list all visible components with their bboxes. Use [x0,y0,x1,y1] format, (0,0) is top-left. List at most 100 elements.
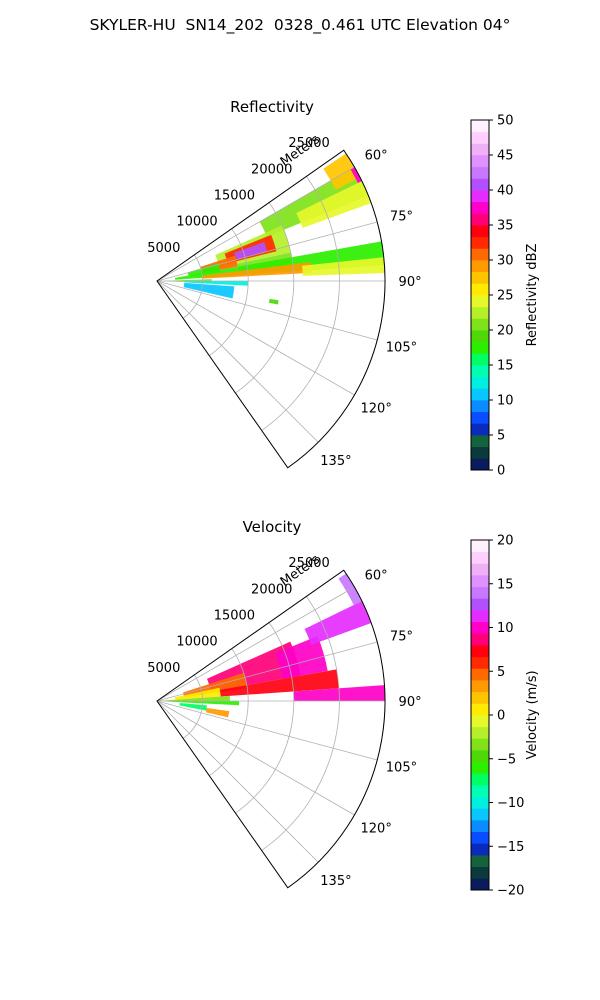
colorbar-tick-label: 30 [497,254,514,269]
colorbar-swatch [471,680,489,693]
data-region [184,281,249,286]
colorbar-swatch [471,131,489,144]
azimuth-spoke [156,280,319,443]
data-region [302,257,385,276]
colorbar-swatch [471,866,489,879]
colorbar-swatch [471,808,489,821]
azimuth-spoke [156,641,378,702]
colorbar-swatch [471,155,489,168]
colorbar-tick-label: 45 [497,149,514,164]
colorbar-swatch [471,365,489,378]
colorbar-swatch [471,598,489,611]
azimuth-spoke [156,221,378,282]
colorbar-tick-label: 20 [497,324,514,339]
colorbar-swatch [471,563,489,576]
colorbar-swatch [471,446,489,459]
azimuth-spoke [156,700,319,863]
azimuth-tick-label: 105° [386,761,417,776]
colorbar-swatch [471,843,489,856]
colorbar-swatch [471,201,489,214]
colorbar-swatch [471,796,489,809]
colorbar-swatch [471,225,489,238]
data-region [275,636,328,679]
colorbar-swatch [471,190,489,203]
reflectivity-panel: Reflectivity60°75°90°105°120°135°5000100… [147,98,540,479]
colorbar-swatch [471,213,489,226]
colorbar-swatch [471,295,489,308]
colorbar-swatch [471,621,489,634]
colorbar-swatch [471,551,489,564]
colorbar-swatch [471,878,489,891]
figure-title: SKYLER-HU SN14_202 0328_0.461 UTC Elevat… [89,16,511,34]
colorbar-swatch [471,831,489,844]
colorbar-tick-label: −20 [497,884,524,899]
range-ring [235,622,295,814]
colorbar-swatch [471,773,489,786]
azimuth-tick-label: 60° [365,148,388,163]
azimuth-tick-label: 75° [390,209,413,224]
range-ring [261,596,340,851]
colorbar-tick-label: −5 [497,752,516,767]
colorbar-swatch [471,376,489,389]
colorbar-swatch [471,248,489,261]
range-tick-label: 5000 [147,241,180,256]
colorbar-swatch [471,341,489,354]
plot-title: Reflectivity [230,98,314,116]
data-region [205,707,230,718]
azimuth-tick-label: 75° [390,629,413,644]
range-tick-label: 25000 [288,556,329,571]
colorbar-swatch [471,820,489,833]
azimuth-spoke [156,700,355,816]
range-tick-label: 20000 [251,162,292,177]
colorbar-tick-label: 5 [497,429,505,444]
colorbar-swatch [471,761,489,774]
colorbar-swatch [471,236,489,249]
range-tick-label: 5000 [147,661,180,676]
colorbar-swatch [471,306,489,319]
data-region [157,695,230,701]
colorbar-tick-label: 50 [497,114,514,129]
colorbar-swatch [471,855,489,868]
colorbar-tick-label: 40 [497,184,514,199]
colorbar-swatch [471,633,489,646]
range-tick-label: 15000 [214,189,255,204]
data-layer [157,153,385,305]
data-region [234,242,268,260]
data-region [179,702,207,711]
colorbar-swatch [471,691,489,704]
colorbar-swatch [471,318,489,331]
azimuth-spoke [156,166,355,282]
colorbar-swatch [471,738,489,751]
azimuth-tick-label: 120° [361,402,392,417]
colorbar-label: Reflectivity dBZ [525,244,540,347]
colorbar-swatch [471,283,489,296]
range-tick-label: 15000 [214,609,255,624]
colorbar-swatch [471,423,489,436]
colorbar-swatch [471,575,489,588]
colorbar-tick-label: 35 [497,219,514,234]
colorbar-swatch [471,726,489,739]
colorbar-swatch [471,166,489,179]
azimuth-tick-label: 90° [399,275,422,290]
colorbar-label: Velocity (m/s) [525,670,540,759]
sector-frame [156,569,386,889]
data-region [202,262,312,279]
data-region [183,282,235,299]
colorbar-tick-label: 15 [497,359,514,374]
colorbar-tick-label: −15 [497,840,524,855]
plot-title: Velocity [243,518,302,536]
colorbar-swatch [471,610,489,623]
colorbar-swatch [471,388,489,401]
colorbar-swatch [471,645,489,658]
colorbar-tick-label: 10 [497,621,514,636]
colorbar-tick-label: −10 [497,796,524,811]
azimuth-tick-label: 90° [399,695,422,710]
colorbar-swatch [471,435,489,448]
colorbar-swatch [471,178,489,191]
colorbar-swatch [471,330,489,343]
sector-frame [156,149,386,469]
range-ring [261,176,340,431]
colorbar-swatch [471,540,489,553]
range-tick-label: 10000 [176,215,217,230]
colorbar-swatch [471,458,489,471]
